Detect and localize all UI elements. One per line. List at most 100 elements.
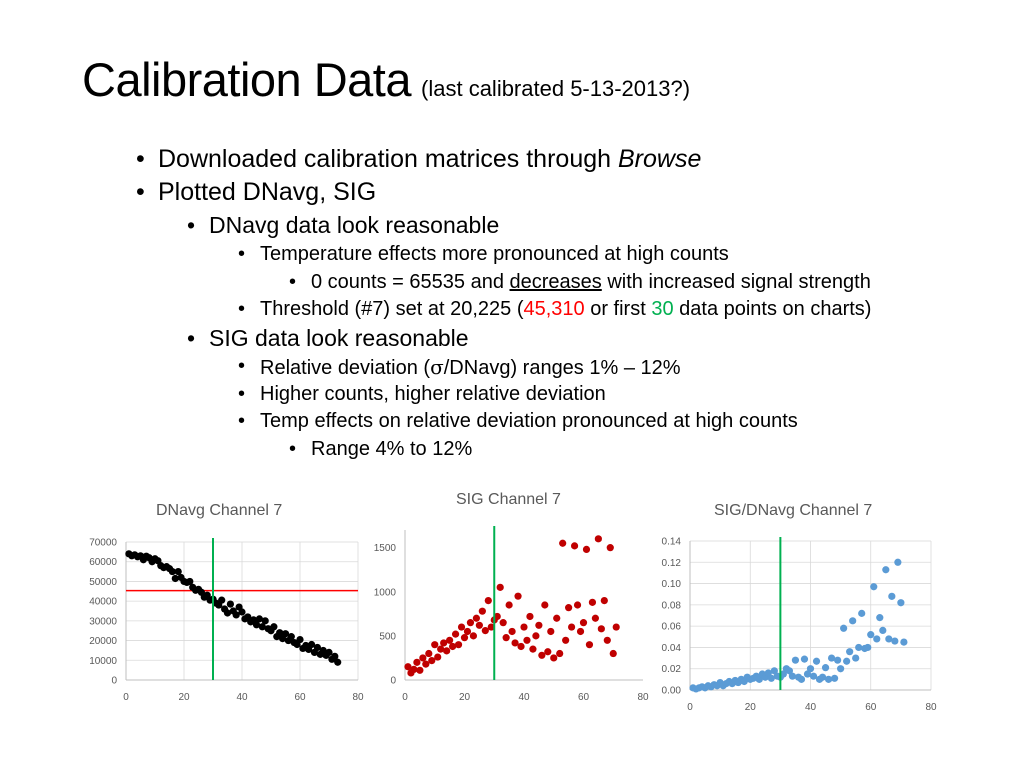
bullet-downloaded: • Downloaded calibration matrices through… [136, 145, 702, 173]
data-point [870, 583, 878, 591]
data-point [232, 611, 240, 619]
data-point [505, 601, 513, 609]
data-point [472, 614, 480, 622]
x-tick-label: 80 [352, 692, 364, 703]
chart3-title: SIG/DNavg Channel 7 [714, 502, 873, 519]
bullet-range: • Range 4% to 12% [289, 438, 473, 460]
x-tick-label: 0 [687, 702, 693, 713]
data-point [422, 660, 430, 668]
data-point [449, 642, 457, 651]
data-point [508, 627, 516, 636]
data-point [451, 630, 460, 638]
y-tick-label: 0.12 [662, 558, 682, 569]
data-point [600, 596, 608, 605]
data-point [785, 667, 794, 675]
data-point [446, 636, 454, 644]
data-point [809, 672, 818, 680]
data-point [538, 651, 546, 659]
data-point [463, 627, 472, 636]
data-point [843, 657, 851, 665]
y-tick-label: 1000 [374, 587, 397, 598]
y-tick-label: 20000 [89, 636, 117, 647]
data-point [437, 645, 445, 653]
data-point [818, 673, 827, 681]
data-point [252, 621, 261, 629]
data-point [261, 617, 269, 625]
chart1-title: DNavg Channel 7 [156, 502, 283, 519]
data-point [511, 639, 519, 647]
data-point [821, 664, 830, 672]
data-point [425, 649, 433, 658]
data-point [864, 643, 872, 652]
x-tick-label: 20 [178, 692, 190, 703]
page-title: Calibration Data (last calibrated 5-13-20… [82, 52, 690, 107]
data-point [331, 652, 339, 660]
data-point [570, 542, 579, 550]
x-tick-label: 60 [865, 702, 877, 713]
data-point [609, 649, 617, 658]
x-tick-label: 80 [925, 702, 937, 713]
bullet-plotted: • Plotted DNavg, SIG [136, 178, 377, 206]
data-point [325, 648, 333, 656]
data-point [755, 675, 763, 683]
y-tick-label: 30000 [89, 616, 117, 627]
title-main: Calibration Data [82, 53, 412, 106]
data-point [431, 641, 439, 649]
data-point [334, 658, 342, 666]
data-point [806, 665, 815, 673]
data-point [487, 623, 495, 631]
data-point [582, 545, 591, 554]
data-point [535, 621, 543, 629]
data-point [788, 672, 797, 680]
y-tick-label: 500 [379, 631, 396, 642]
data-point [526, 612, 534, 621]
data-point [882, 566, 890, 574]
data-point [313, 643, 321, 652]
data-point [460, 634, 469, 642]
data-point [559, 539, 567, 547]
data-point [454, 641, 463, 649]
y-tick-label: 0.10 [662, 579, 682, 590]
bullet-threshold: • Threshold (#7) set at 20,225 (45,310 or… [238, 298, 872, 320]
data-point [803, 670, 812, 678]
data-point [287, 633, 295, 641]
data-point [502, 634, 510, 642]
data-point [579, 619, 588, 627]
data-point [223, 609, 232, 617]
x-tick-label: 40 [518, 692, 530, 703]
data-point [419, 654, 427, 662]
data-point [894, 558, 902, 566]
data-point [481, 626, 489, 635]
data-point [858, 609, 866, 617]
data-point [565, 604, 573, 612]
data-point [404, 663, 412, 671]
data-point [837, 665, 845, 673]
data-point [226, 600, 234, 608]
data-point [612, 623, 620, 631]
data-point [779, 670, 787, 678]
data-point [568, 623, 576, 631]
data-point [547, 627, 555, 636]
data-point [434, 653, 442, 661]
data-point [852, 654, 860, 662]
y-tick-label: 0.02 [662, 664, 682, 675]
y-tick-label: 0 [111, 676, 117, 687]
data-point [576, 627, 585, 636]
data-point [443, 647, 451, 655]
data-point [888, 592, 896, 600]
data-point [281, 630, 290, 638]
data-point [879, 626, 887, 634]
data-point [831, 674, 839, 682]
data-point [499, 619, 507, 627]
data-point [428, 656, 436, 665]
x-tick-label: 0 [123, 692, 129, 703]
data-point [585, 641, 594, 649]
data-point [885, 635, 893, 643]
bullet-temperature-effects: • Temperature effects more pronounced at … [238, 243, 729, 265]
data-point [296, 635, 304, 644]
bullet-sig-reasonable: • SIG data look reasonable [187, 325, 469, 351]
x-tick-label: 60 [578, 692, 590, 703]
data-point [824, 675, 833, 683]
data-point [308, 640, 316, 649]
data-point [168, 567, 176, 576]
